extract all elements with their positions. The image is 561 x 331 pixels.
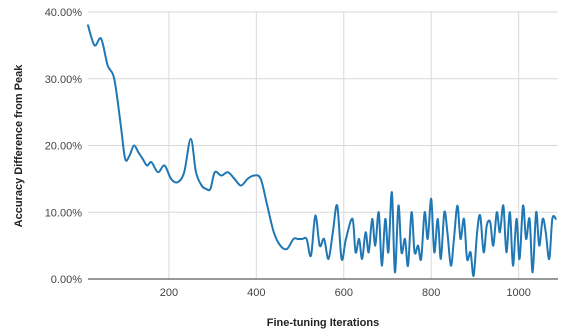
x-tick-label: 1000	[506, 287, 530, 299]
x-tick-label: 400	[247, 287, 265, 299]
x-tick-label: 600	[335, 287, 353, 299]
series-group	[87, 24, 557, 277]
x-tick-label: 200	[160, 287, 178, 299]
series-line	[87, 24, 557, 277]
y-tick-label: 40.00%	[45, 7, 83, 19]
y-tick-label: 30.00%	[45, 74, 83, 86]
y-tick-label: 10.00%	[45, 207, 83, 219]
x-tick-labels: 200 400 600 800 1000	[160, 287, 531, 299]
y-tick-labels: 0.00% 10.00% 20.00% 30.00% 40.00%	[45, 7, 83, 286]
x-axis-title: Fine-tuning Iterations	[267, 317, 379, 329]
grid-lines	[88, 11, 558, 279]
y-axis-title: Accuracy Difference from Peak	[13, 64, 25, 228]
y-tick-label: 0.00%	[51, 274, 82, 286]
x-tick-label: 800	[422, 287, 440, 299]
y-tick-label: 20.00%	[45, 141, 83, 153]
